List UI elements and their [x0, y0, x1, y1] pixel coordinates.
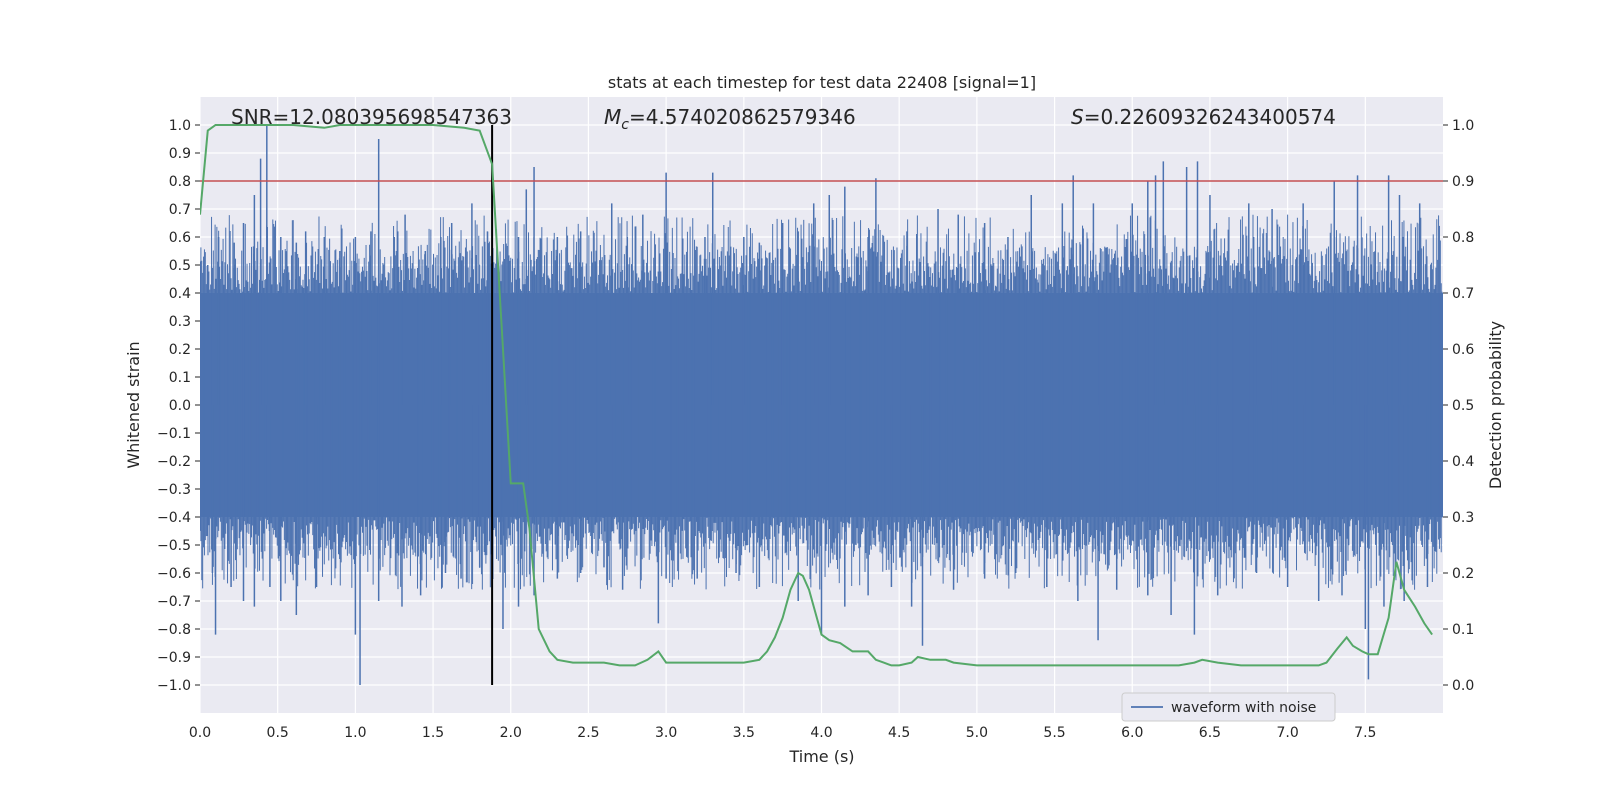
- x-axis-label: Time (s): [788, 747, 854, 766]
- y-left-tick-label: −0.6: [157, 566, 191, 582]
- y-axis-left-label: Whitened strain: [124, 341, 143, 468]
- probability-line: [200, 124, 1433, 667]
- chart-title: stats at each timestep for test data 224…: [608, 73, 1036, 92]
- chirp-mass-annotation: Mc=4.574020862579346: [604, 105, 856, 133]
- x-tick-label: 0.5: [267, 725, 289, 741]
- y-left-tick-label: 0.4: [169, 286, 191, 302]
- x-tick-label: 7.0: [1276, 725, 1298, 741]
- mc-value: =4.574020862579346: [629, 105, 856, 129]
- legend-box: [1121, 692, 1336, 722]
- y-left-tick-label: 0.6: [169, 230, 191, 246]
- y-left-tick-label: −0.4: [157, 510, 191, 526]
- y-left-tick-label: 0.3: [169, 314, 191, 330]
- y-right-tick-label: 0.9: [1452, 174, 1474, 190]
- s-value: =0.22609326243400574: [1084, 105, 1336, 129]
- x-tick-label: 1.5: [422, 725, 444, 741]
- x-tick-label: 6.0: [1121, 725, 1143, 741]
- y-right-tick-label: 0.1: [1452, 622, 1474, 638]
- y-right-tick-label: 0.6: [1452, 342, 1474, 358]
- y-left-tick-label: −0.1: [157, 426, 191, 442]
- s-symbol: S: [1071, 105, 1084, 129]
- y-right-tick-label: 0.0: [1452, 678, 1474, 694]
- x-tick-label: 4.5: [888, 725, 910, 741]
- x-tick-label: 0.0: [189, 725, 211, 741]
- y-left-tick-label: −1.0: [157, 678, 191, 694]
- y-right-tick-label: 0.3: [1452, 510, 1474, 526]
- x-tick-label: 3.0: [655, 725, 677, 741]
- y-axis-left-ticks: 1.0 0.9 0.8 0.7 0.6 0.5 0.4 0.3 0.2 0.1 0.0 −0.1 −0.…: [157, 118, 200, 694]
- mc-subscript: c: [621, 117, 629, 133]
- y-left-tick-label: 0.9: [169, 146, 191, 162]
- mc-symbol: M: [604, 105, 621, 129]
- waveform-series: [200, 125, 1443, 685]
- y-left-tick-label: 0.2: [169, 342, 191, 358]
- y-left-tick-label: −0.3: [157, 482, 191, 498]
- probability-series: [200, 124, 1433, 667]
- y-left-tick-label: 0.7: [169, 202, 191, 218]
- x-tick-label: 4.0: [810, 725, 832, 741]
- x-tick-label: 3.5: [733, 725, 755, 741]
- y-left-tick-label: 0.8: [169, 174, 191, 190]
- y-left-tick-label: 0.0: [169, 398, 191, 414]
- legend: waveform with noise: [1121, 692, 1336, 722]
- y-right-tick-label: 0.8: [1452, 230, 1474, 246]
- y-axis-right-label: Detection probability: [1486, 321, 1505, 489]
- x-tick-label: 7.5: [1354, 725, 1376, 741]
- x-axis-ticks: 0.0 0.5 1.0 1.5 2.0 2.5 3.0 3.5 4.0 4.5 5.0 5.5 6.0 6…: [189, 725, 1377, 741]
- x-tick-label: 6.5: [1199, 725, 1221, 741]
- x-tick-label: 5.5: [1043, 725, 1065, 741]
- y-left-tick-label: 0.1: [169, 370, 191, 386]
- x-tick-label: 2.5: [577, 725, 599, 741]
- y-right-tick-label: 0.7: [1452, 286, 1474, 302]
- x-tick-label: 2.0: [500, 725, 522, 741]
- y-right-tick-label: 0.5: [1452, 398, 1474, 414]
- x-tick-label: 5.0: [966, 725, 988, 741]
- y-left-tick-label: 1.0: [169, 118, 191, 134]
- y-left-tick-label: −0.8: [157, 622, 191, 638]
- y-left-tick-label: −0.5: [157, 538, 191, 554]
- y-left-tick-label: −0.9: [157, 650, 191, 666]
- y-axis-right-ticks: 1.0 0.9 0.8 0.7 0.6 0.5 0.4 0.3 0.2 0.1 0.0: [1443, 118, 1474, 694]
- s-annotation: S=0.22609326243400574: [1071, 105, 1336, 129]
- y-right-tick-label: 0.2: [1452, 566, 1474, 582]
- legend-label: waveform with noise: [1171, 700, 1316, 716]
- y-right-tick-label: 0.4: [1452, 454, 1474, 470]
- y-left-tick-label: −0.7: [157, 594, 191, 610]
- snr-annotation: SNR=12.080395698547363: [231, 105, 512, 129]
- y-left-tick-label: −0.2: [157, 454, 191, 470]
- y-left-tick-label: 0.5: [169, 258, 191, 274]
- x-tick-label: 1.0: [344, 725, 366, 741]
- y-right-tick-label: 1.0: [1452, 118, 1474, 134]
